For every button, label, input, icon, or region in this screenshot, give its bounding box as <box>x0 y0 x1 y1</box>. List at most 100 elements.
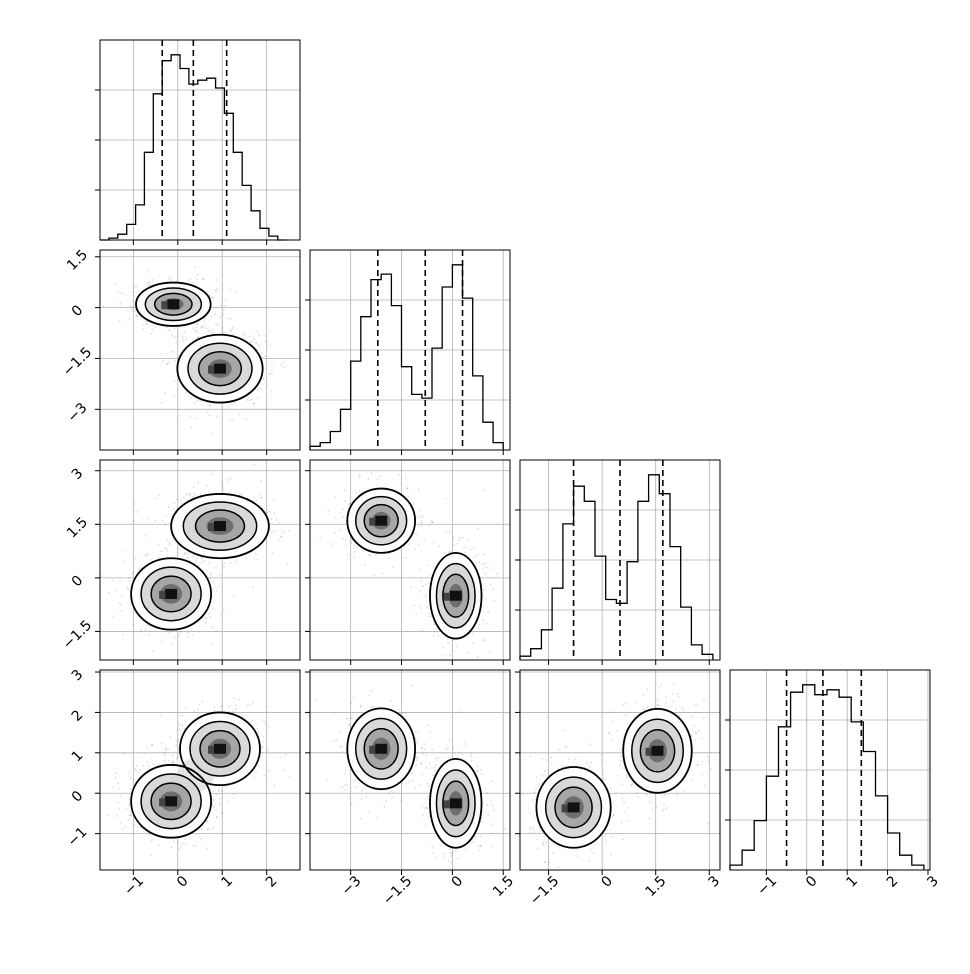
scatter-point <box>626 776 628 778</box>
scatter-point <box>265 706 267 708</box>
scatter-point <box>171 846 173 848</box>
scatter-point <box>425 583 427 585</box>
scatter-point <box>269 373 271 375</box>
scatter-point <box>263 378 265 380</box>
scatter-point <box>173 396 175 398</box>
scatter-point <box>484 639 486 641</box>
panel-3-2 <box>512 670 743 881</box>
scatter-point <box>211 473 213 475</box>
scatter-point <box>181 502 183 504</box>
scatter-point <box>215 307 217 309</box>
scatter-point <box>212 332 214 334</box>
scatter-point <box>194 266 196 268</box>
scatter-point <box>128 577 130 579</box>
scatter-point <box>211 297 213 299</box>
scatter-point <box>415 731 417 733</box>
density-peak <box>375 744 387 754</box>
scatter-point <box>256 500 258 502</box>
scatter-point <box>196 560 198 562</box>
scatter-point <box>204 318 206 320</box>
scatter-point <box>360 706 362 708</box>
scatter-point <box>212 608 214 610</box>
scatter-point <box>491 833 493 835</box>
scatter-point <box>416 742 418 744</box>
scatter-point <box>267 750 269 752</box>
scatter-point <box>392 705 394 707</box>
scatter-point <box>210 616 212 618</box>
scatter-point <box>361 790 363 792</box>
scatter-point <box>403 557 405 559</box>
scatter-point <box>215 291 217 293</box>
scatter-point <box>417 759 419 761</box>
scatter-point <box>193 710 195 712</box>
scatter-point <box>146 624 148 626</box>
scatter-point <box>449 532 451 534</box>
scatter-point <box>485 598 487 600</box>
scatter-point <box>425 767 427 769</box>
scatter-point <box>504 828 506 830</box>
scatter-point <box>382 573 384 575</box>
scatter-point <box>414 549 416 551</box>
scatter-point <box>216 289 218 291</box>
scatter-point <box>208 828 210 830</box>
scatter-point <box>273 513 275 515</box>
scatter-point <box>196 327 198 329</box>
scatter-point <box>438 545 440 547</box>
scatter-points <box>314 665 505 883</box>
scatter-point <box>129 305 131 307</box>
scatter-point <box>215 809 217 811</box>
scatter-point <box>605 842 607 844</box>
scatter-point <box>449 756 451 758</box>
scatter-point <box>344 785 346 787</box>
scatter-point <box>187 553 189 555</box>
scatter-point <box>447 638 449 640</box>
scatter-point <box>179 415 181 417</box>
scatter-point <box>117 782 119 784</box>
scatter-point <box>215 805 217 807</box>
scatter-point <box>422 515 424 517</box>
scatter-point <box>413 503 415 505</box>
scatter-point <box>464 742 466 744</box>
scatter-point <box>130 788 132 790</box>
scatter-point <box>490 584 492 586</box>
scatter-point <box>429 762 431 764</box>
scatter-point <box>212 643 214 645</box>
scatter-point <box>434 631 436 633</box>
scatter-point <box>235 561 237 563</box>
panel-frame <box>310 460 510 660</box>
scatter-point <box>479 835 481 837</box>
scatter-point <box>232 420 234 422</box>
scatter-point <box>443 857 445 859</box>
scatter-point <box>586 879 588 881</box>
scatter-point <box>151 279 153 281</box>
scatter-point <box>435 764 437 766</box>
scatter-point <box>475 556 477 558</box>
scatter-point <box>464 552 466 554</box>
scatter-point <box>450 852 452 854</box>
scatter-point <box>222 486 224 488</box>
scatter-point <box>228 317 230 319</box>
scatter-point <box>209 331 211 333</box>
scatter-point <box>418 544 420 546</box>
scatter-point <box>391 797 393 799</box>
scatter-point <box>480 844 482 846</box>
scatter-point <box>461 753 463 755</box>
scatter-point <box>117 292 119 294</box>
scatter-point <box>470 842 472 844</box>
scatter-point <box>348 503 350 505</box>
scatter-point <box>477 627 479 629</box>
scatter-point <box>367 478 369 480</box>
scatter-point <box>477 664 479 666</box>
scatter-point <box>634 716 636 718</box>
scatter-point <box>471 752 473 754</box>
scatter-point <box>359 490 361 492</box>
scatter-point <box>130 777 132 779</box>
density-peak <box>369 518 375 526</box>
scatter-point <box>348 724 350 726</box>
scatter-point <box>260 387 262 389</box>
scatter-point <box>222 332 224 334</box>
scatter-point <box>205 622 207 624</box>
scatter-point <box>434 767 436 769</box>
scatter-point <box>219 575 221 577</box>
scatter-point <box>327 510 329 512</box>
